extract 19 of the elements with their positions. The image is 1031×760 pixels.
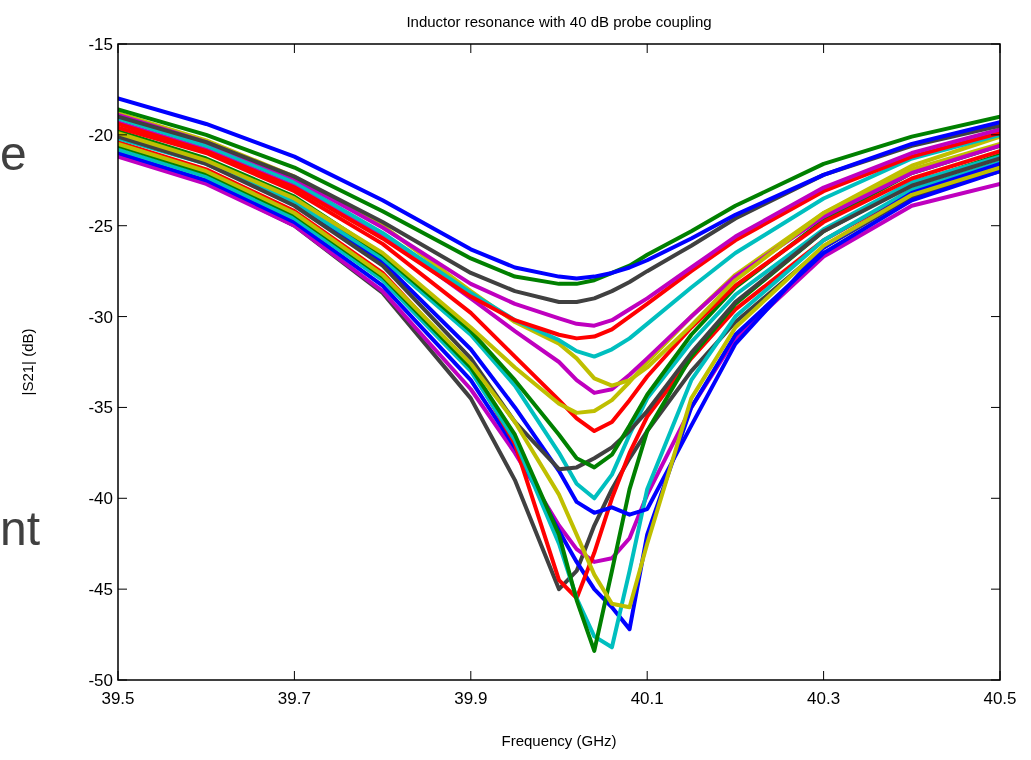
x-tick-label: 40.5 (983, 689, 1017, 708)
y-tick-label: -40 (88, 489, 113, 509)
y-tick-label: -45 (88, 580, 113, 600)
x-tick-label: 40.1 (630, 689, 664, 708)
x-tick-label: 40.3 (807, 689, 841, 708)
x-axis-title: Frequency (GHz) (501, 732, 617, 749)
y-tick-label: -25 (88, 216, 113, 236)
y-tick-label: -35 (88, 398, 113, 418)
x-tick-label: 39.5 (101, 689, 135, 708)
chart-title: Inductor resonance with 40 dB probe coupling (406, 13, 712, 30)
text: e (0, 127, 27, 180)
y-axis-title: |S21| (dB) (19, 328, 36, 396)
y-tick-label: -30 (88, 307, 113, 327)
x-tick-label: 39.7 (277, 689, 311, 708)
y-tick-label: -20 (88, 125, 113, 145)
y-tick-label: -50 (88, 670, 113, 690)
y-tick-label: -15 (88, 34, 113, 54)
x-tick-label: 39.9 (454, 689, 488, 708)
text: nt (0, 502, 41, 555)
